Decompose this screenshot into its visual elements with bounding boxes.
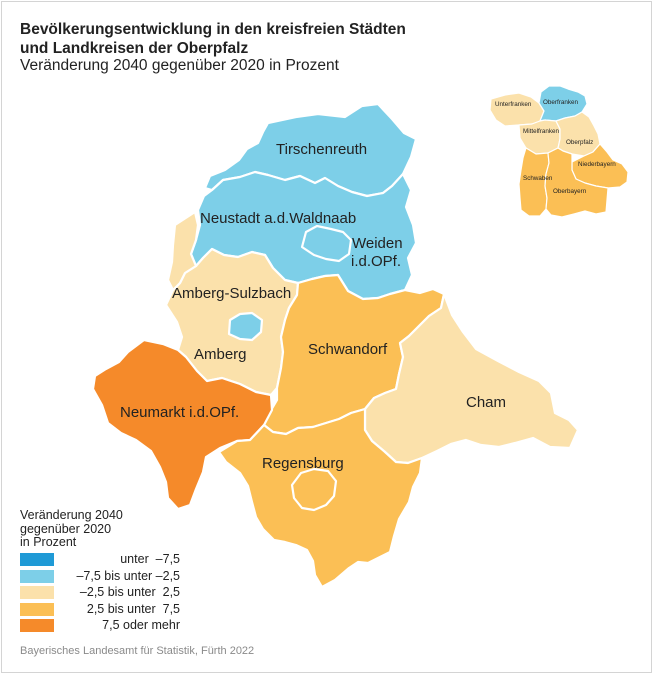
legend-label: –7,5 bis unter –2,5 [76, 568, 180, 583]
inset-label-oberfranken: Oberfranken [543, 99, 578, 106]
legend-item: –2,5 bis unter 2,5 [20, 585, 180, 602]
legend-item: 7,5 oder mehr [20, 618, 180, 635]
label-schwandorf: Schwandorf [308, 341, 388, 358]
label-tirschenreuth: Tirschenreuth [276, 141, 367, 158]
legend-title-line-3: in Prozent [20, 535, 77, 549]
inset-label-mittelfranken: Mittelfranken [523, 128, 560, 135]
label-neustadt: Neustadt a.d.Waldnaab [200, 210, 356, 227]
legend-item: –7,5 bis unter –2,5 [20, 569, 180, 586]
title-line-1: Bevölkerungsentwicklung in den kreisfrei… [20, 21, 406, 38]
legend-title-line-1: Veränderung 2040 [20, 508, 123, 522]
label-weiden-line1: Weiden [352, 235, 403, 252]
region-regensburg-city [290, 467, 338, 512]
legend: unter –7,5 –7,5 bis unter –2,5 –2,5 bis … [20, 552, 180, 635]
source-note: Bayerisches Landesamt für Statistik, Für… [20, 645, 255, 657]
legend-title: Veränderung 2040 gegenüber 2020 in Proze… [20, 508, 123, 550]
map-subtitle: Veränderung 2040 gegenüber 2020 in Proze… [20, 57, 339, 74]
legend-item: 2,5 bis unter 7,5 [20, 602, 180, 619]
legend-swatch [20, 602, 54, 616]
region-amberg-sulzbach-west [166, 210, 200, 292]
label-amberg: Amberg [194, 346, 247, 363]
title-line-2: und Landkreisen der Oberpfalz [20, 40, 249, 57]
inset-oberpfalz [555, 111, 601, 157]
label-weiden-line2: i.d.OPf. [351, 253, 401, 270]
legend-swatch [20, 586, 54, 599]
inset-unterfranken [489, 92, 545, 127]
inset-labels: Unterfranken Oberfranken Mittelfranken O… [495, 99, 616, 195]
region-neumarkt [91, 338, 274, 511]
region-labels: Tirschenreuth Neustadt a.d.Waldnaab Weid… [120, 141, 506, 472]
legend-label: unter –7,5 [120, 552, 180, 566]
legend-label: 2,5 bis unter 7,5 [86, 601, 180, 616]
region-weiden [300, 224, 353, 263]
inset-label-unterfranken: Unterfranken [495, 101, 532, 108]
legend-swatch [20, 553, 54, 566]
inset-label-oberpfalz: Oberpfalz [566, 139, 593, 146]
legend-swatch [20, 619, 54, 632]
inset-label-schwaben: Schwaben [523, 175, 553, 182]
label-amberg-sulzbach: Amberg-Sulzbach [172, 285, 291, 302]
legend-label: –2,5 bis unter 2,5 [79, 585, 180, 599]
legend-label: 7,5 oder mehr [102, 618, 180, 632]
bavaria-inset [489, 85, 629, 218]
inset-schwaben [518, 147, 550, 217]
legend-title-line-2: gegenüber 2020 [20, 521, 112, 536]
inset-label-niederbayern: Niederbayern [578, 161, 616, 168]
region-amberg [227, 311, 264, 342]
legend-swatch [20, 569, 54, 583]
inset-label-oberbayern: Oberbayern [553, 188, 587, 195]
label-cham: Cham [466, 394, 506, 411]
legend-item: unter –7,5 [20, 552, 180, 569]
map-title: Bevölkerungsentwicklung in den kreisfrei… [20, 20, 406, 58]
inset-oberbayern [544, 147, 609, 218]
region-cham [363, 292, 580, 465]
label-regensburg: Regensburg [262, 455, 344, 472]
label-neumarkt: Neumarkt i.d.OPf. [120, 404, 239, 421]
